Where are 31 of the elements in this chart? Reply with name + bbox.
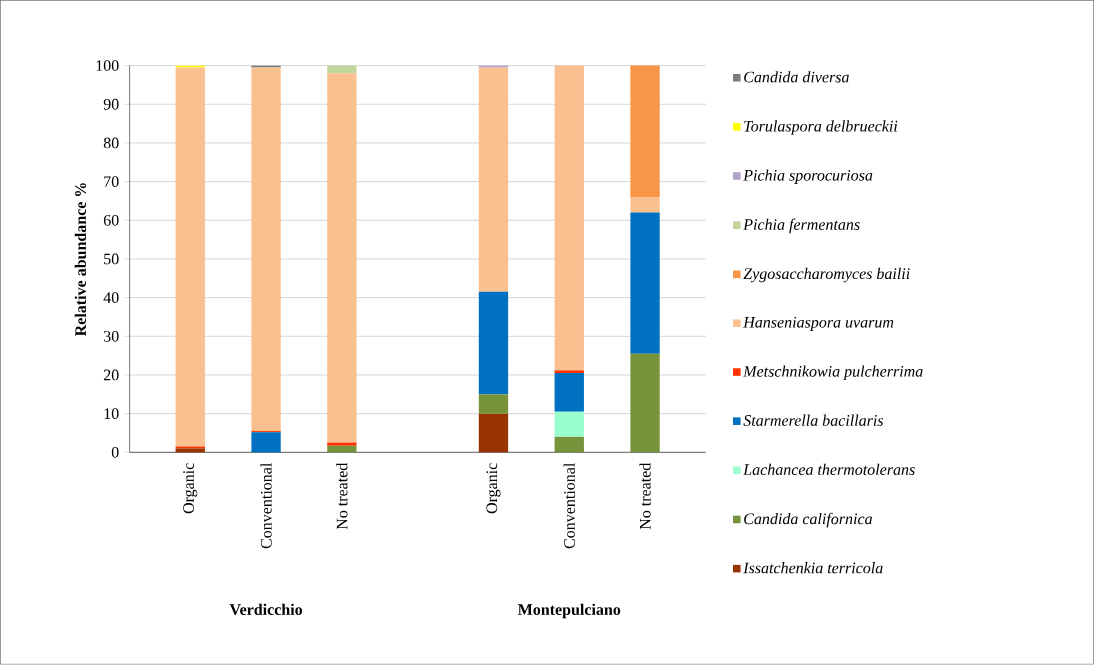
legend-label: Lachancea thermotolerans <box>743 463 915 476</box>
x-tick-label: Conventional <box>563 463 575 549</box>
y-axis-title: Relative abundance % <box>74 183 87 337</box>
x-tick-label: Conventional <box>260 463 272 549</box>
y-tick-label: 20 <box>103 369 119 381</box>
y-tick-label: 60 <box>103 215 119 226</box>
text: Montepulciano <box>517 603 621 619</box>
legend-label: Starmerella bacillaris <box>743 414 884 427</box>
legend-label: Issatchenkia terricola <box>743 562 883 574</box>
x-tick-label: No treated <box>336 463 348 530</box>
x-tick-label: No treated <box>639 463 651 530</box>
y-tick-label: 50 <box>104 253 119 265</box>
legend-label: Hanseniaspora uvarum <box>743 317 894 332</box>
legend-label: Zygosaccharomyces bailii <box>743 267 910 283</box>
y-tick-label: 30 <box>104 331 119 342</box>
legend-label: Candida diversa <box>744 71 849 83</box>
y-tick-label: 90 <box>103 99 119 110</box>
text: Verdicchio <box>229 603 303 616</box>
legend-label: Pichia fermentans <box>743 218 860 234</box>
y-tick-label: 10 <box>104 408 119 420</box>
legend-label: Torulaspora delbrueckii <box>744 120 898 136</box>
x-tick-label: Organic <box>183 463 198 514</box>
legend-label: Candida californica <box>744 513 872 528</box>
legend-label: Pichia sporocuriosa <box>743 169 873 185</box>
y-tick-label: 40 <box>103 292 119 304</box>
y-tick-label: 80 <box>103 137 119 149</box>
y-tick-label: 0 <box>111 447 119 458</box>
y-tick-label: 70 <box>104 176 119 188</box>
x-tick-label: Organic <box>486 463 501 514</box>
y-tick-label: 100 <box>96 60 119 72</box>
legend-label: Metschnikowia pulcherrima <box>743 365 923 381</box>
